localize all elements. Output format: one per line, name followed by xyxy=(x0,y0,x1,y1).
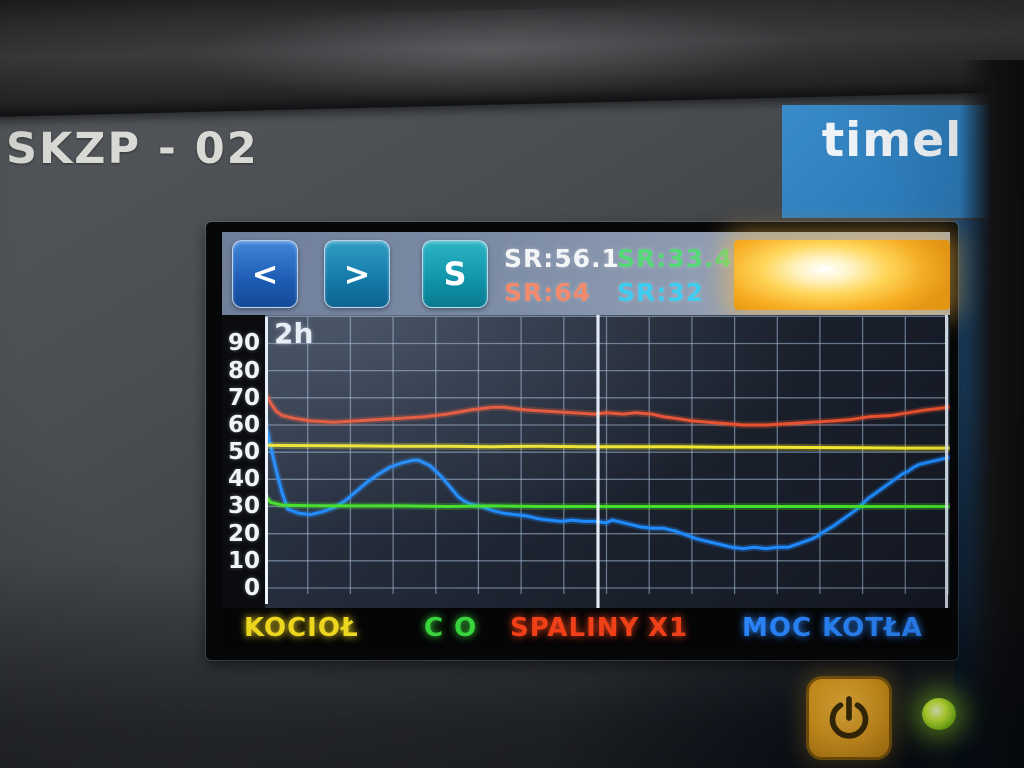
y-axis-tick-label: 10 xyxy=(227,547,260,574)
reading-co: SR:33.4 xyxy=(617,244,733,273)
power-button[interactable] xyxy=(806,676,892,760)
toolbar: < > S SR:56.1 SR:33.4 SR:64 SR:32 xyxy=(222,232,950,315)
y-axis-tick-label: 50 xyxy=(227,439,260,466)
reading-spaliny: SR:64 xyxy=(504,278,592,307)
y-axis-tick-label: 80 xyxy=(227,357,260,384)
legend-x1: X1 xyxy=(648,613,689,643)
trend-chart: 90 80 70 60 50 40 30 20 10 0 2h xyxy=(222,315,950,608)
scroll-left-button[interactable]: < xyxy=(232,240,298,308)
status-led xyxy=(922,698,956,730)
y-axis-tick-label: 40 xyxy=(227,466,260,493)
scale-button[interactable]: S xyxy=(422,240,488,308)
reading-moc-kotla: SR:32 xyxy=(617,278,705,307)
y-axis-tick-label: 20 xyxy=(227,520,260,547)
lcd-display: < > S SR:56.1 SR:33.4 SR:64 SR:32 90 80 70… xyxy=(222,232,950,648)
legend-moc-kotla: MOC KOTŁA xyxy=(742,613,923,643)
scroll-right-button[interactable]: > xyxy=(324,240,390,308)
top-edge-sheen xyxy=(178,2,802,108)
y-axis-tick-label: 90 xyxy=(227,330,260,357)
y-axis-tick-label: 70 xyxy=(227,384,260,411)
legend-kociol: KOCIOŁ xyxy=(244,613,359,643)
trend-plot xyxy=(265,315,950,608)
legend-spaliny: SPALINY xyxy=(510,613,640,643)
reading-kociol: SR:56.1 xyxy=(504,244,620,273)
y-axis-tick-label: 30 xyxy=(227,493,260,520)
chart-legend: KOCIOŁ C O SPALINY X1 MOC KOTŁA xyxy=(222,608,950,648)
time-window-label: 2h xyxy=(274,317,314,350)
y-axis-tick-label: 0 xyxy=(243,575,260,601)
flame-indicator xyxy=(734,240,950,310)
y-axis-tick-label: 60 xyxy=(227,411,260,438)
legend-co: C O xyxy=(424,613,478,643)
model-label: SKZP - 02 xyxy=(6,124,259,174)
brand-label: timel xyxy=(821,113,963,168)
y-axis: 90 80 70 60 50 40 30 20 10 0 xyxy=(222,315,265,608)
lcd-screen: < > S SR:56.1 SR:33.4 SR:64 SR:32 90 80 70… xyxy=(206,222,958,660)
power-icon xyxy=(829,696,869,739)
